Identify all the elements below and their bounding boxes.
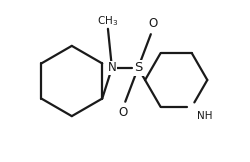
Text: NH: NH xyxy=(197,111,212,121)
Text: O: O xyxy=(118,106,128,119)
Text: S: S xyxy=(134,61,142,75)
Text: CH$_3$: CH$_3$ xyxy=(97,14,118,28)
Text: O: O xyxy=(148,17,158,30)
Text: N: N xyxy=(108,61,116,75)
